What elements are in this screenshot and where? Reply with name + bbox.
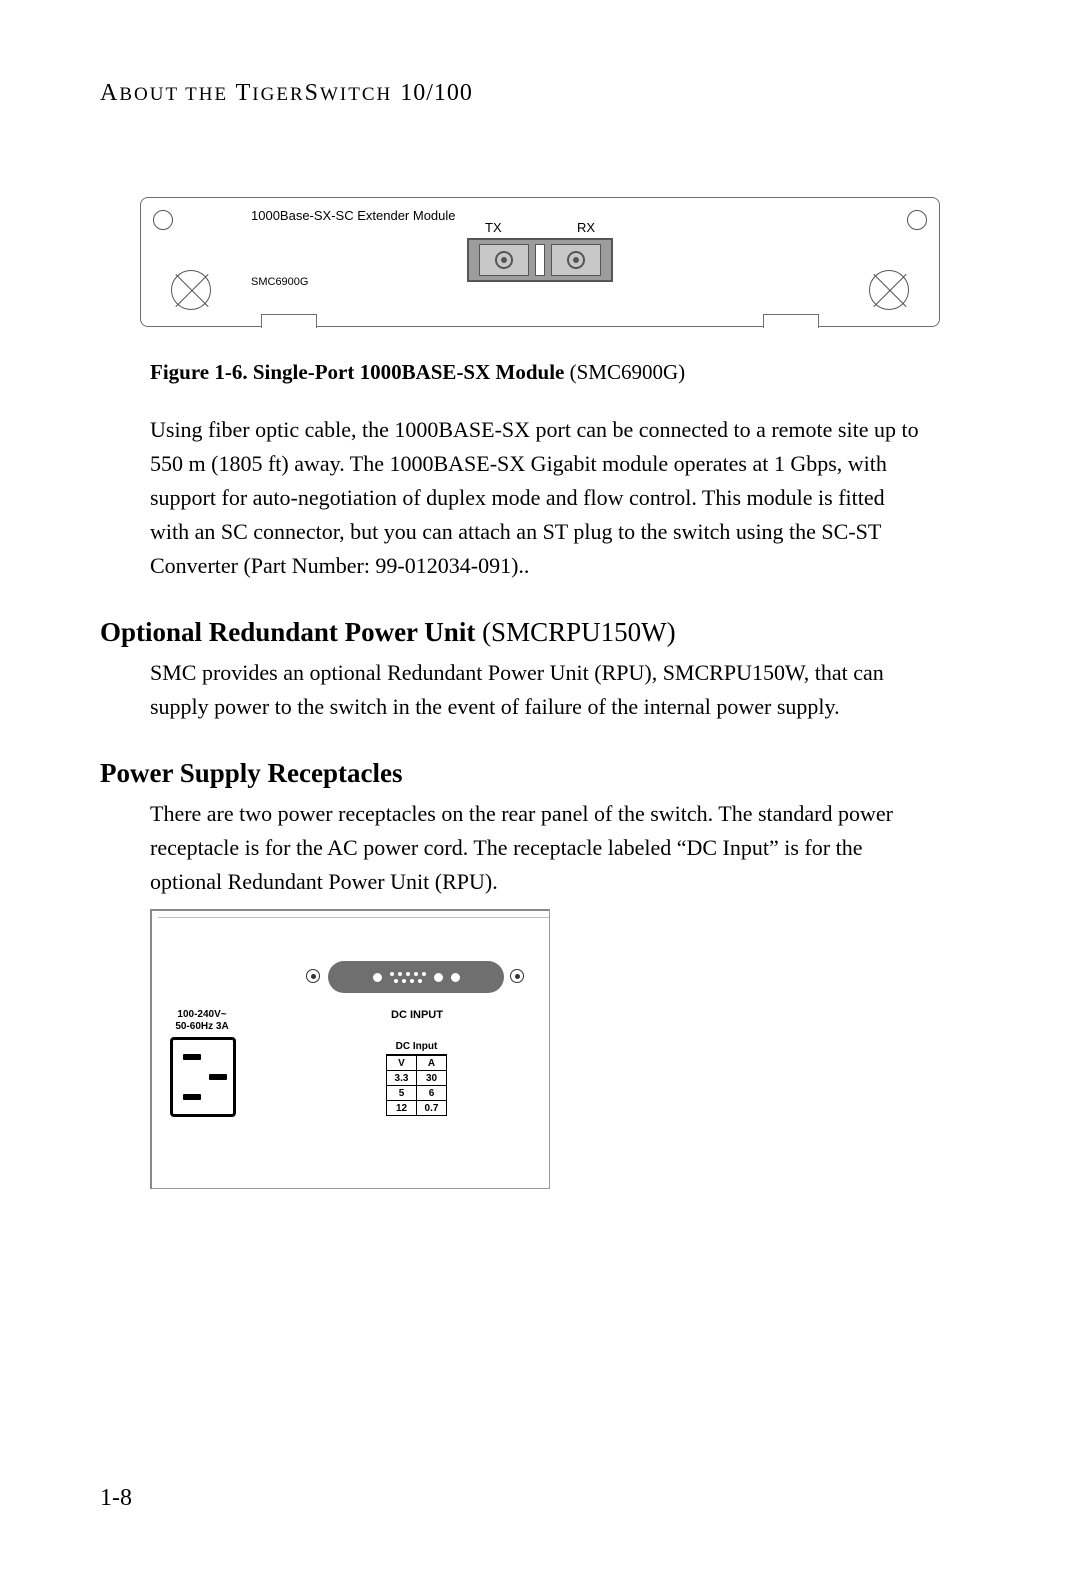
screw-hole-icon (510, 969, 524, 983)
dc-connector-icon (328, 961, 504, 993)
dc-input-label: DC INPUT (362, 1009, 472, 1021)
page-number: 1-8 (100, 1485, 132, 1512)
table-cell: 12 (387, 1101, 417, 1116)
table-cell: 6 (417, 1086, 447, 1101)
rx-label: RX (577, 220, 595, 235)
rear-panel-diagram: 100-240V~ 50-60Hz 3A DC INPUT DC Input V… (150, 909, 550, 1189)
body-paragraph: There are two power receptacles on the r… (150, 797, 920, 899)
dc-table-caption: DC Input (386, 1041, 447, 1055)
screw-hole-icon (907, 210, 927, 230)
figure-caption: Figure 1-6. Single-Port 1000BASE-SX Modu… (150, 357, 930, 389)
module-diagram: 1000Base-SX-SC Extender Module SMC6900G … (140, 197, 940, 327)
screw-hole-icon (153, 210, 173, 230)
tx-label: TX (485, 220, 502, 235)
sc-port-icon (467, 238, 613, 282)
table-cell: 3.3 (387, 1071, 417, 1086)
table-header: V (387, 1056, 417, 1071)
module-model: SMC6900G (251, 276, 308, 288)
table-cell: 0.7 (417, 1101, 447, 1116)
ac-socket-icon (170, 1037, 236, 1117)
section-heading-rpu: Optional Redundant Power Unit (SMCRPU150… (100, 617, 980, 648)
page-header: ABOUT THE TIGERSWITCH 10/100 (100, 80, 980, 107)
table-cell: 5 (387, 1086, 417, 1101)
module-title: 1000Base-SX-SC Extender Module (251, 208, 456, 223)
table-header: A (417, 1056, 447, 1071)
dc-input-table: DC Input V A 3.3 30 5 6 12 0.7 (386, 1041, 447, 1116)
body-paragraph: SMC provides an optional Redundant Power… (150, 656, 920, 724)
ac-spec-label: 100-240V~ 50-60Hz 3A (162, 1009, 242, 1033)
screw-hole-icon (306, 969, 320, 983)
thumbscrew-icon (869, 270, 909, 310)
section-heading-psr: Power Supply Receptacles (100, 758, 980, 789)
notch-icon (261, 314, 317, 328)
body-paragraph: Using fiber optic cable, the 1000BASE-SX… (150, 413, 920, 583)
table-cell: 30 (417, 1071, 447, 1086)
thumbscrew-icon (171, 270, 211, 310)
notch-icon (763, 314, 819, 328)
